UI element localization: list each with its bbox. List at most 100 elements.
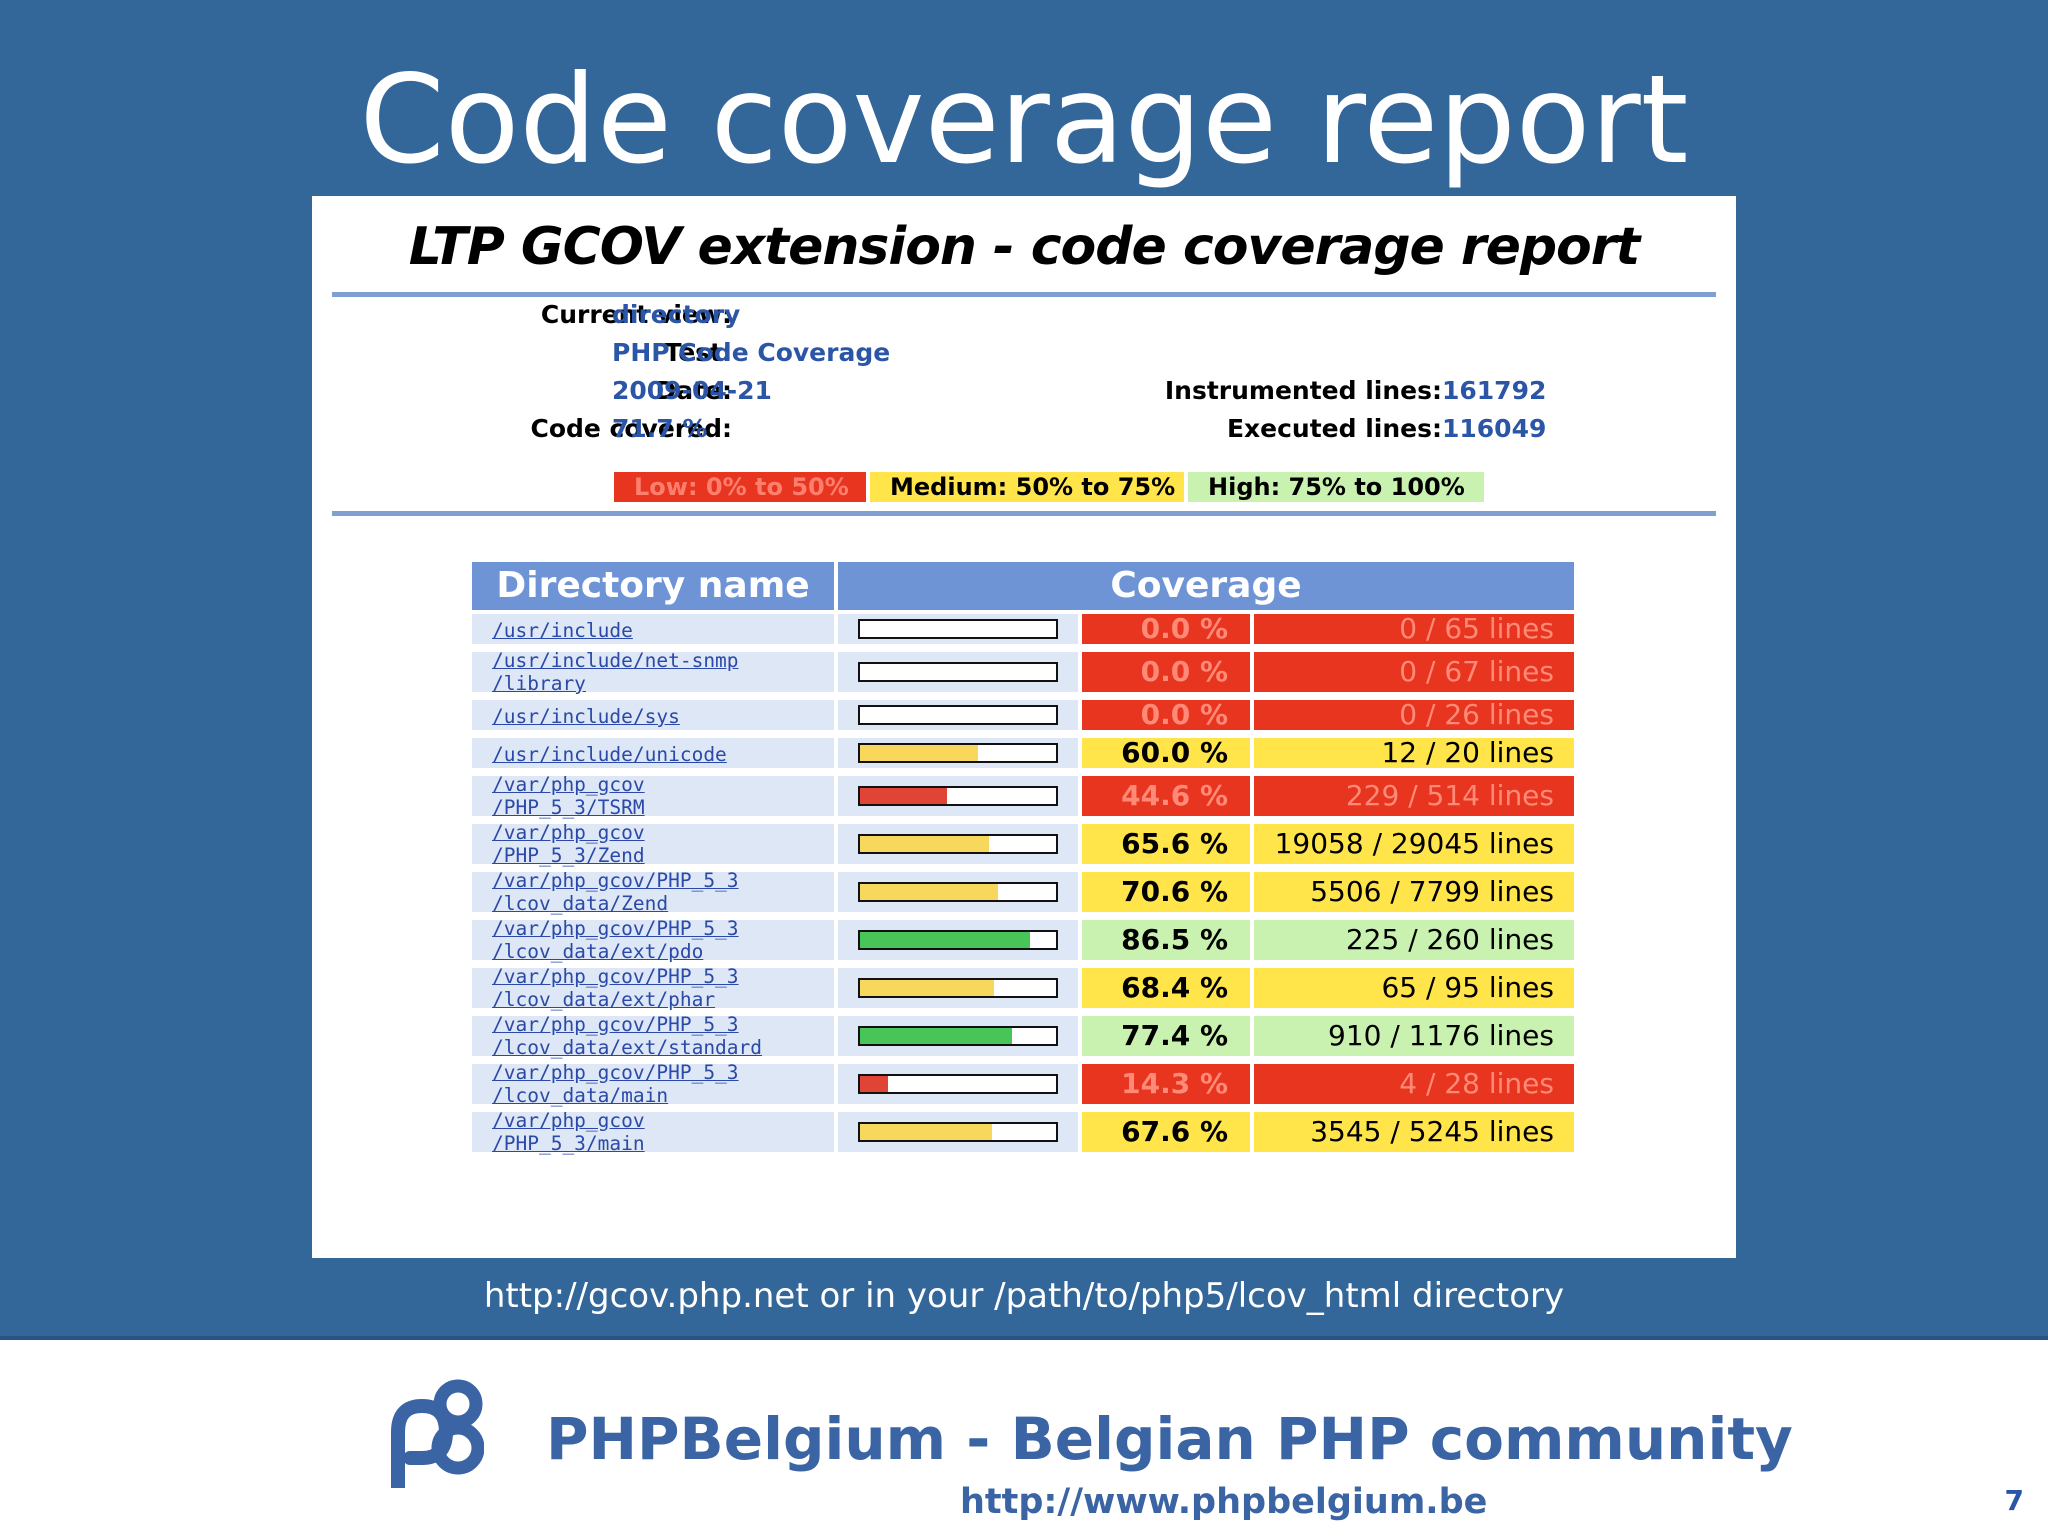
directory-link[interactable]: /var/php_gcov /PHP_5_3/main	[492, 1109, 645, 1155]
coverage-lines: 0 / 26 lines	[1254, 700, 1574, 730]
table-row: /usr/include/net-snmp /library 0.0 % 0 / 6…	[472, 649, 1574, 696]
slide-title: Code coverage report	[359, 49, 1689, 191]
current-view-value: directory	[612, 300, 741, 329]
coverage-lines: 3545 / 5245 lines	[1254, 1112, 1574, 1152]
legend-medium: Medium: 50% to 75%	[870, 472, 1184, 502]
directory-link[interactable]: /var/php_gcov/PHP_5_3 /lcov_data/ext/sta…	[492, 1013, 763, 1059]
table-row: /usr/include/unicode 60.0 % 12 / 20 lines	[472, 738, 1574, 772]
directory-cell: /var/php_gcov/PHP_5_3 /lcov_data/Zend	[472, 869, 834, 915]
test-label: Test:	[664, 338, 732, 367]
coverage-bar	[858, 930, 1058, 950]
coverage-bar-cell	[838, 614, 1078, 644]
coverage-percent: 86.5 %	[1082, 920, 1250, 960]
coverage-bar-cell	[838, 1112, 1078, 1152]
directory-cell: /var/php_gcov/PHP_5_3 /lcov_data/ext/pha…	[472, 965, 834, 1011]
table-row: /var/php_gcov/PHP_5_3 /lcov_data/ext/pha…	[472, 965, 1574, 1012]
directory-link[interactable]: /usr/include/unicode	[492, 743, 727, 766]
table-row: /var/php_gcov/PHP_5_3 /lcov_data/Zend 70.…	[472, 869, 1574, 916]
directory-link[interactable]: /var/php_gcov/PHP_5_3 /lcov_data/ext/pha…	[492, 965, 739, 1011]
coverage-percent: 14.3 %	[1082, 1064, 1250, 1104]
directory-cell: /var/php_gcov /PHP_5_3/main	[472, 1109, 834, 1155]
directory-cell: /usr/include/sys	[472, 700, 834, 730]
footer-url[interactable]: http://www.phpbelgium.be	[960, 1482, 1488, 1522]
test-value: PHP Code Coverage	[612, 338, 891, 367]
executed-lines-value: 116049	[1442, 414, 1547, 443]
coverage-lines: 65 / 95 lines	[1254, 968, 1574, 1008]
executed-lines-label: Executed lines:	[1226, 414, 1442, 443]
coverage-lines: 19058 / 29045 lines	[1254, 824, 1574, 864]
report-bottom-divider	[332, 511, 1716, 516]
coverage-lines: 225 / 260 lines	[1254, 920, 1574, 960]
coverage-bar-fill	[860, 745, 978, 761]
instrumented-lines-value: 161792	[1442, 376, 1547, 405]
coverage-lines: 5506 / 7799 lines	[1254, 872, 1574, 912]
coverage-lines: 0 / 65 lines	[1254, 614, 1574, 644]
coverage-bar-fill	[860, 884, 999, 900]
coverage-bar	[858, 978, 1058, 998]
directory-cell: /var/php_gcov /PHP_5_3/Zend	[472, 821, 834, 867]
directory-cell: /usr/include	[472, 614, 834, 644]
code-covered-value: 71.7 %	[612, 414, 708, 443]
coverage-bar	[858, 786, 1058, 806]
coverage-lines: 910 / 1176 lines	[1254, 1016, 1574, 1056]
coverage-bar	[858, 662, 1058, 682]
coverage-bar	[858, 882, 1058, 902]
directory-link[interactable]: /var/php_gcov /PHP_5_3/TSRM	[492, 773, 645, 819]
coverage-lines: 0 / 67 lines	[1254, 652, 1574, 692]
coverage-report-screenshot: LTP GCOV extension - code coverage repor…	[312, 196, 1736, 1258]
directory-link[interactable]: /usr/include/sys	[492, 705, 680, 728]
footer-bar	[0, 1340, 2048, 1536]
table-row: /usr/include 0.0 % 0 / 65 lines	[472, 614, 1574, 648]
directory-link[interactable]: /var/php_gcov/PHP_5_3 /lcov_data/ext/pdo	[492, 917, 739, 963]
coverage-bar	[858, 743, 1058, 763]
source-url-note: http://gcov.php.net or in your /path/to/…	[483, 1276, 1565, 1316]
table-row: /usr/include/sys 0.0 % 0 / 26 lines	[472, 700, 1574, 734]
coverage-percent: 0.0 %	[1082, 652, 1250, 692]
coverage-bar-fill	[860, 980, 995, 996]
coverage-percent: 77.4 %	[1082, 1016, 1250, 1056]
coverage-percent: 65.6 %	[1082, 824, 1250, 864]
date-value: 2009-04-21	[612, 376, 772, 405]
coverage-bar	[858, 834, 1058, 854]
table-row: /var/php_gcov /PHP_5_3/Zend 65.6 % 19058 /…	[472, 821, 1574, 868]
coverage-bar	[858, 705, 1058, 725]
coverage-lines: 12 / 20 lines	[1254, 738, 1574, 768]
current-view-label: Current view:	[540, 300, 732, 329]
table-row: /var/php_gcov/PHP_5_3 /lcov_data/ext/pdo…	[472, 917, 1574, 964]
directory-link[interactable]: /var/php_gcov/PHP_5_3 /lcov_data/main	[492, 1061, 739, 1107]
directory-cell: /var/php_gcov/PHP_5_3 /lcov_data/ext/pdo	[472, 917, 834, 963]
coverage-bar	[858, 619, 1058, 639]
coverage-percent: 44.6 %	[1082, 776, 1250, 816]
coverage-percent: 0.0 %	[1082, 614, 1250, 644]
coverage-bar	[858, 1074, 1058, 1094]
directory-link[interactable]: /var/php_gcov/PHP_5_3 /lcov_data/Zend	[492, 869, 739, 915]
coverage-bar-fill	[860, 788, 948, 804]
coverage-percent: 67.6 %	[1082, 1112, 1250, 1152]
coverage-bar-cell	[838, 920, 1078, 960]
table-row: /var/php_gcov/PHP_5_3 /lcov_data/ext/sta…	[472, 1013, 1574, 1060]
coverage-bar-fill	[860, 836, 989, 852]
directory-link[interactable]: /usr/include/net-snmp /library	[492, 649, 739, 695]
coverage-bar-cell	[838, 700, 1078, 730]
code-covered-label: Code covered:	[530, 414, 732, 443]
coverage-bar-fill	[860, 932, 1030, 948]
directory-link[interactable]: /usr/include	[492, 619, 633, 642]
coverage-bar-cell	[838, 1064, 1078, 1104]
directory-cell: /usr/include/unicode	[472, 738, 834, 768]
coverage-lines: 229 / 514 lines	[1254, 776, 1574, 816]
directory-cell: /var/php_gcov /PHP_5_3/TSRM	[472, 773, 834, 819]
coverage-bar-cell	[838, 652, 1078, 692]
coverage-percent: 70.6 %	[1082, 872, 1250, 912]
coverage-percent: 60.0 %	[1082, 738, 1250, 768]
legend-high: High: 75% to 100%	[1188, 472, 1484, 502]
coverage-bar-cell	[838, 738, 1078, 768]
report-top-divider	[332, 292, 1716, 297]
coverage-percent: 0.0 %	[1082, 700, 1250, 730]
instrumented-lines-label: Instrumented lines:	[1164, 376, 1442, 405]
directory-link[interactable]: /var/php_gcov /PHP_5_3/Zend	[492, 821, 645, 867]
footer-divider	[0, 1336, 2048, 1340]
legend-low: Low: 0% to 50%	[614, 472, 866, 502]
report-title: LTP GCOV extension - code coverage repor…	[408, 217, 1641, 277]
coverage-lines: 4 / 28 lines	[1254, 1064, 1574, 1104]
date-label: Date:	[655, 376, 732, 405]
